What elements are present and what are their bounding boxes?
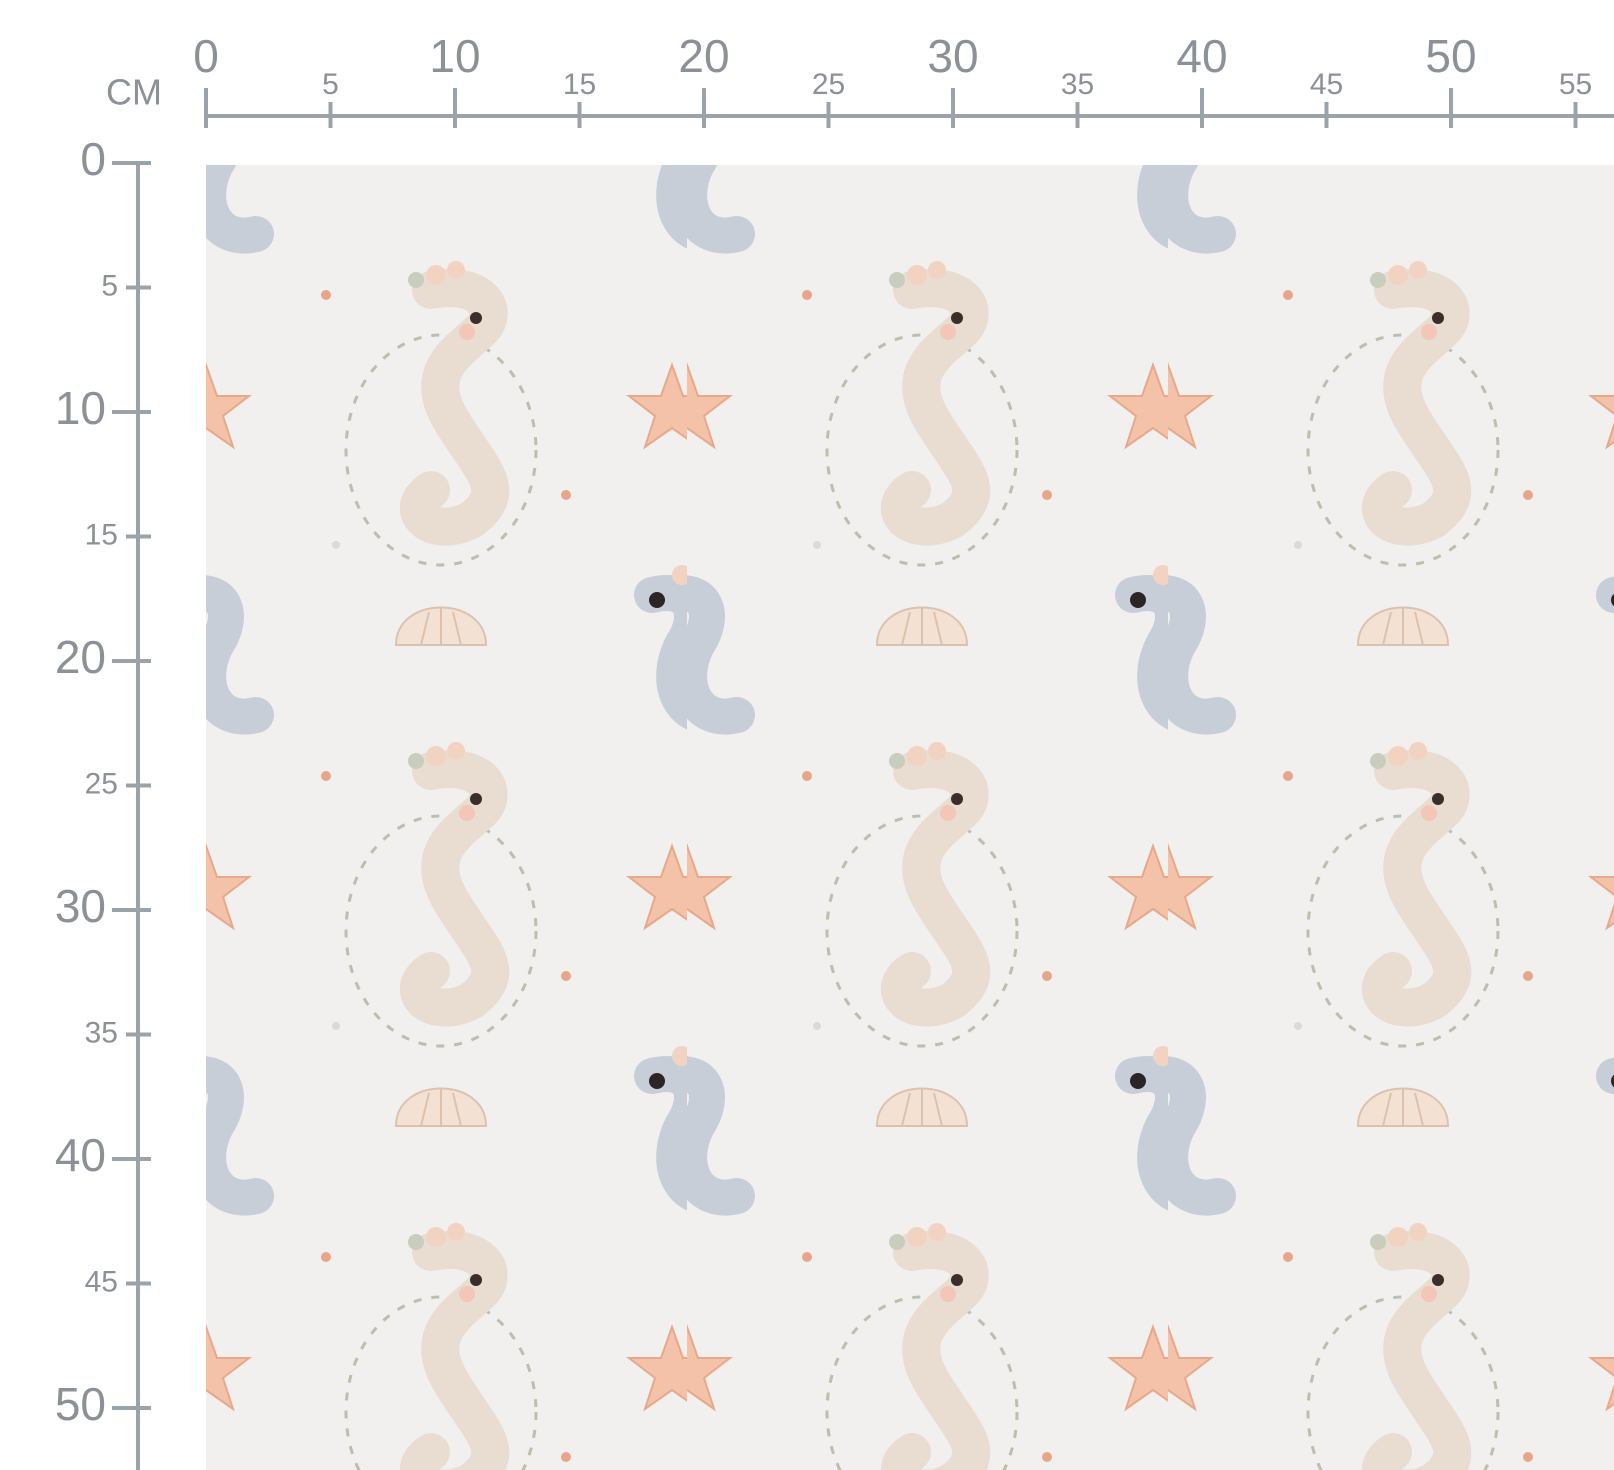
tick-label: 30 — [55, 880, 106, 932]
tick-label: 30 — [927, 30, 978, 82]
tick-label: 20 — [55, 631, 106, 683]
unit-label: CM — [106, 72, 162, 113]
tick-label: 0 — [193, 30, 219, 82]
tick-label: 35 — [85, 1016, 118, 1049]
tick-label: 40 — [55, 1129, 106, 1181]
fabric-pattern — [206, 165, 1614, 1470]
tick-label: 45 — [85, 1265, 118, 1298]
tick-label: 45 — [1310, 68, 1343, 101]
tick-label: 25 — [85, 767, 118, 800]
tick-label: 0 — [80, 133, 106, 185]
tick-label: 15 — [85, 518, 118, 551]
tick-label: 50 — [55, 1378, 106, 1430]
tick-label: 55 — [1559, 68, 1592, 101]
tick-label: 35 — [1061, 68, 1094, 101]
tick-label: 25 — [812, 68, 845, 101]
tick-label: 5 — [101, 269, 118, 302]
tick-label: 15 — [563, 68, 596, 101]
tick-label: 20 — [678, 30, 729, 82]
tick-label: 10 — [429, 30, 480, 82]
tick-label: 10 — [55, 382, 106, 434]
tick-label: 40 — [1176, 30, 1227, 82]
tick-label: 50 — [1425, 30, 1476, 82]
tick-label: 5 — [322, 68, 339, 101]
